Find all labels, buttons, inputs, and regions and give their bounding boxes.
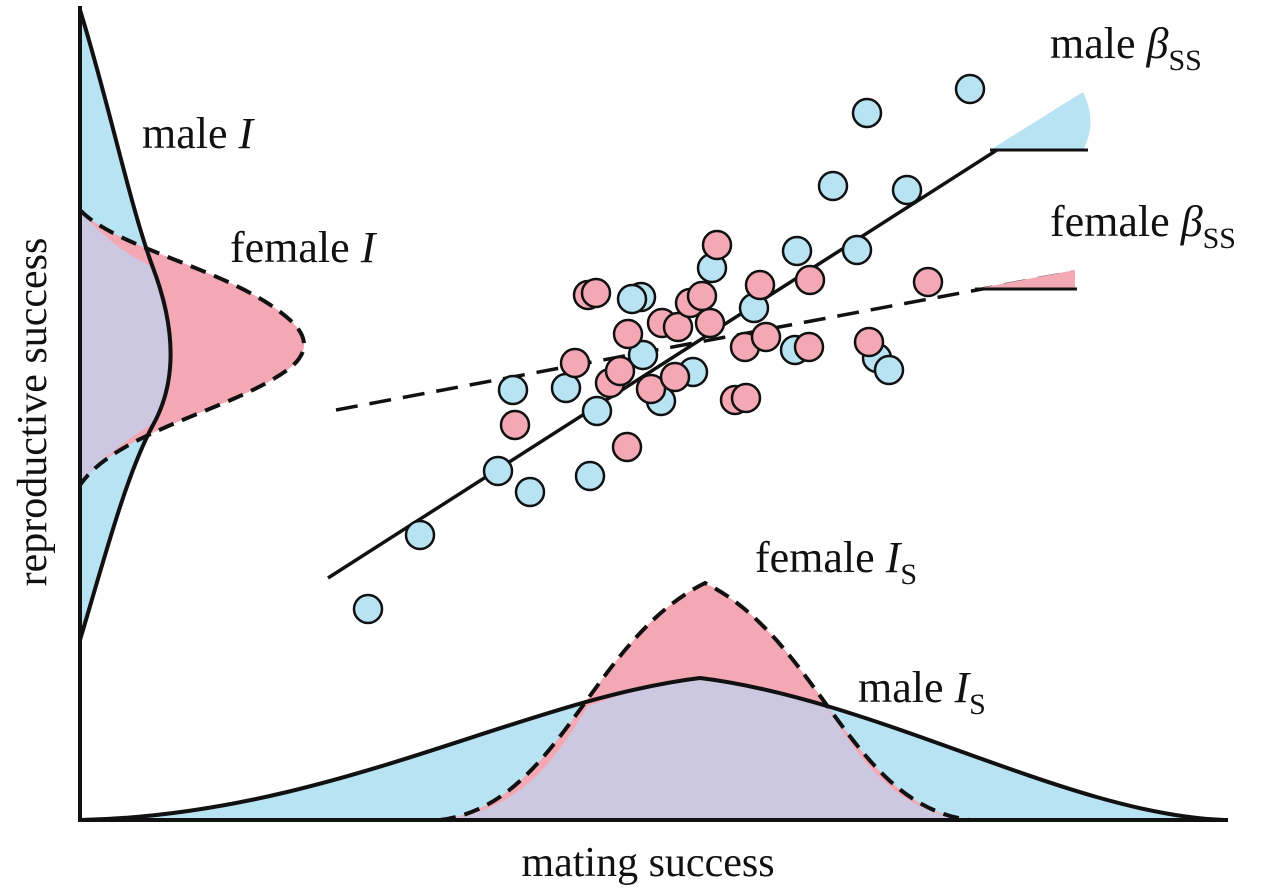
male-data-point (352, 593, 384, 625)
male-data-point (841, 234, 873, 266)
female-data-point (912, 266, 944, 298)
male-beta-ss-label: male βSS (1050, 19, 1202, 77)
male-rs-distribution-curve (78, 9, 173, 641)
female-data-point (662, 311, 694, 343)
female-ms-distribution-curve (439, 580, 971, 822)
male-data-point (817, 170, 849, 202)
male-data-point (404, 519, 436, 551)
female-data-point (730, 382, 762, 414)
female-points (499, 229, 944, 463)
ms-distribution-overlap (440, 678, 970, 820)
male-data-point (873, 354, 905, 386)
female-data-point (853, 326, 885, 358)
female-rs-distribution-curve (78, 208, 306, 487)
female-data-point (793, 331, 825, 363)
y-axis-label: reproductive success (10, 238, 56, 587)
male-data-point (581, 395, 613, 427)
female-Is-label: female IS (755, 533, 917, 591)
male-data-point (781, 235, 813, 267)
male-Is-label: male IS (858, 663, 986, 721)
male-data-point (627, 339, 659, 371)
male-slope-wedge (990, 92, 1091, 150)
female-data-point (611, 431, 643, 463)
male-data-point (514, 476, 546, 508)
female-data-point (499, 409, 531, 441)
male-data-point (616, 283, 648, 315)
female-data-point (604, 355, 636, 387)
female-data-point (559, 347, 591, 379)
male-data-point (954, 73, 986, 105)
x-axis-label: mating success (521, 840, 774, 886)
female-data-point (701, 229, 733, 261)
female-I-label: female I (230, 223, 378, 272)
female-data-point (750, 321, 782, 353)
male-data-point (482, 455, 514, 487)
male-ms-distribution-curve (79, 675, 1226, 822)
male-points (352, 73, 986, 625)
female-data-point (686, 280, 718, 312)
rs-distribution-overlap (80, 210, 171, 485)
female-slope-wedge (975, 270, 1075, 289)
female-data-point (744, 269, 776, 301)
female-data-point (635, 373, 667, 405)
female-data-point (580, 277, 612, 309)
male-data-point (574, 460, 606, 492)
female-data-point (794, 264, 826, 296)
male-data-point (497, 374, 529, 406)
female-data-point (659, 361, 691, 393)
female-data-point (694, 307, 726, 339)
male-data-point (851, 97, 883, 129)
female-regression-line (335, 270, 1074, 412)
male-I-label: male I (142, 109, 256, 158)
female-data-point (612, 318, 644, 350)
female-beta-ss-label: female βSS (1050, 197, 1236, 255)
male-data-point (891, 174, 923, 206)
